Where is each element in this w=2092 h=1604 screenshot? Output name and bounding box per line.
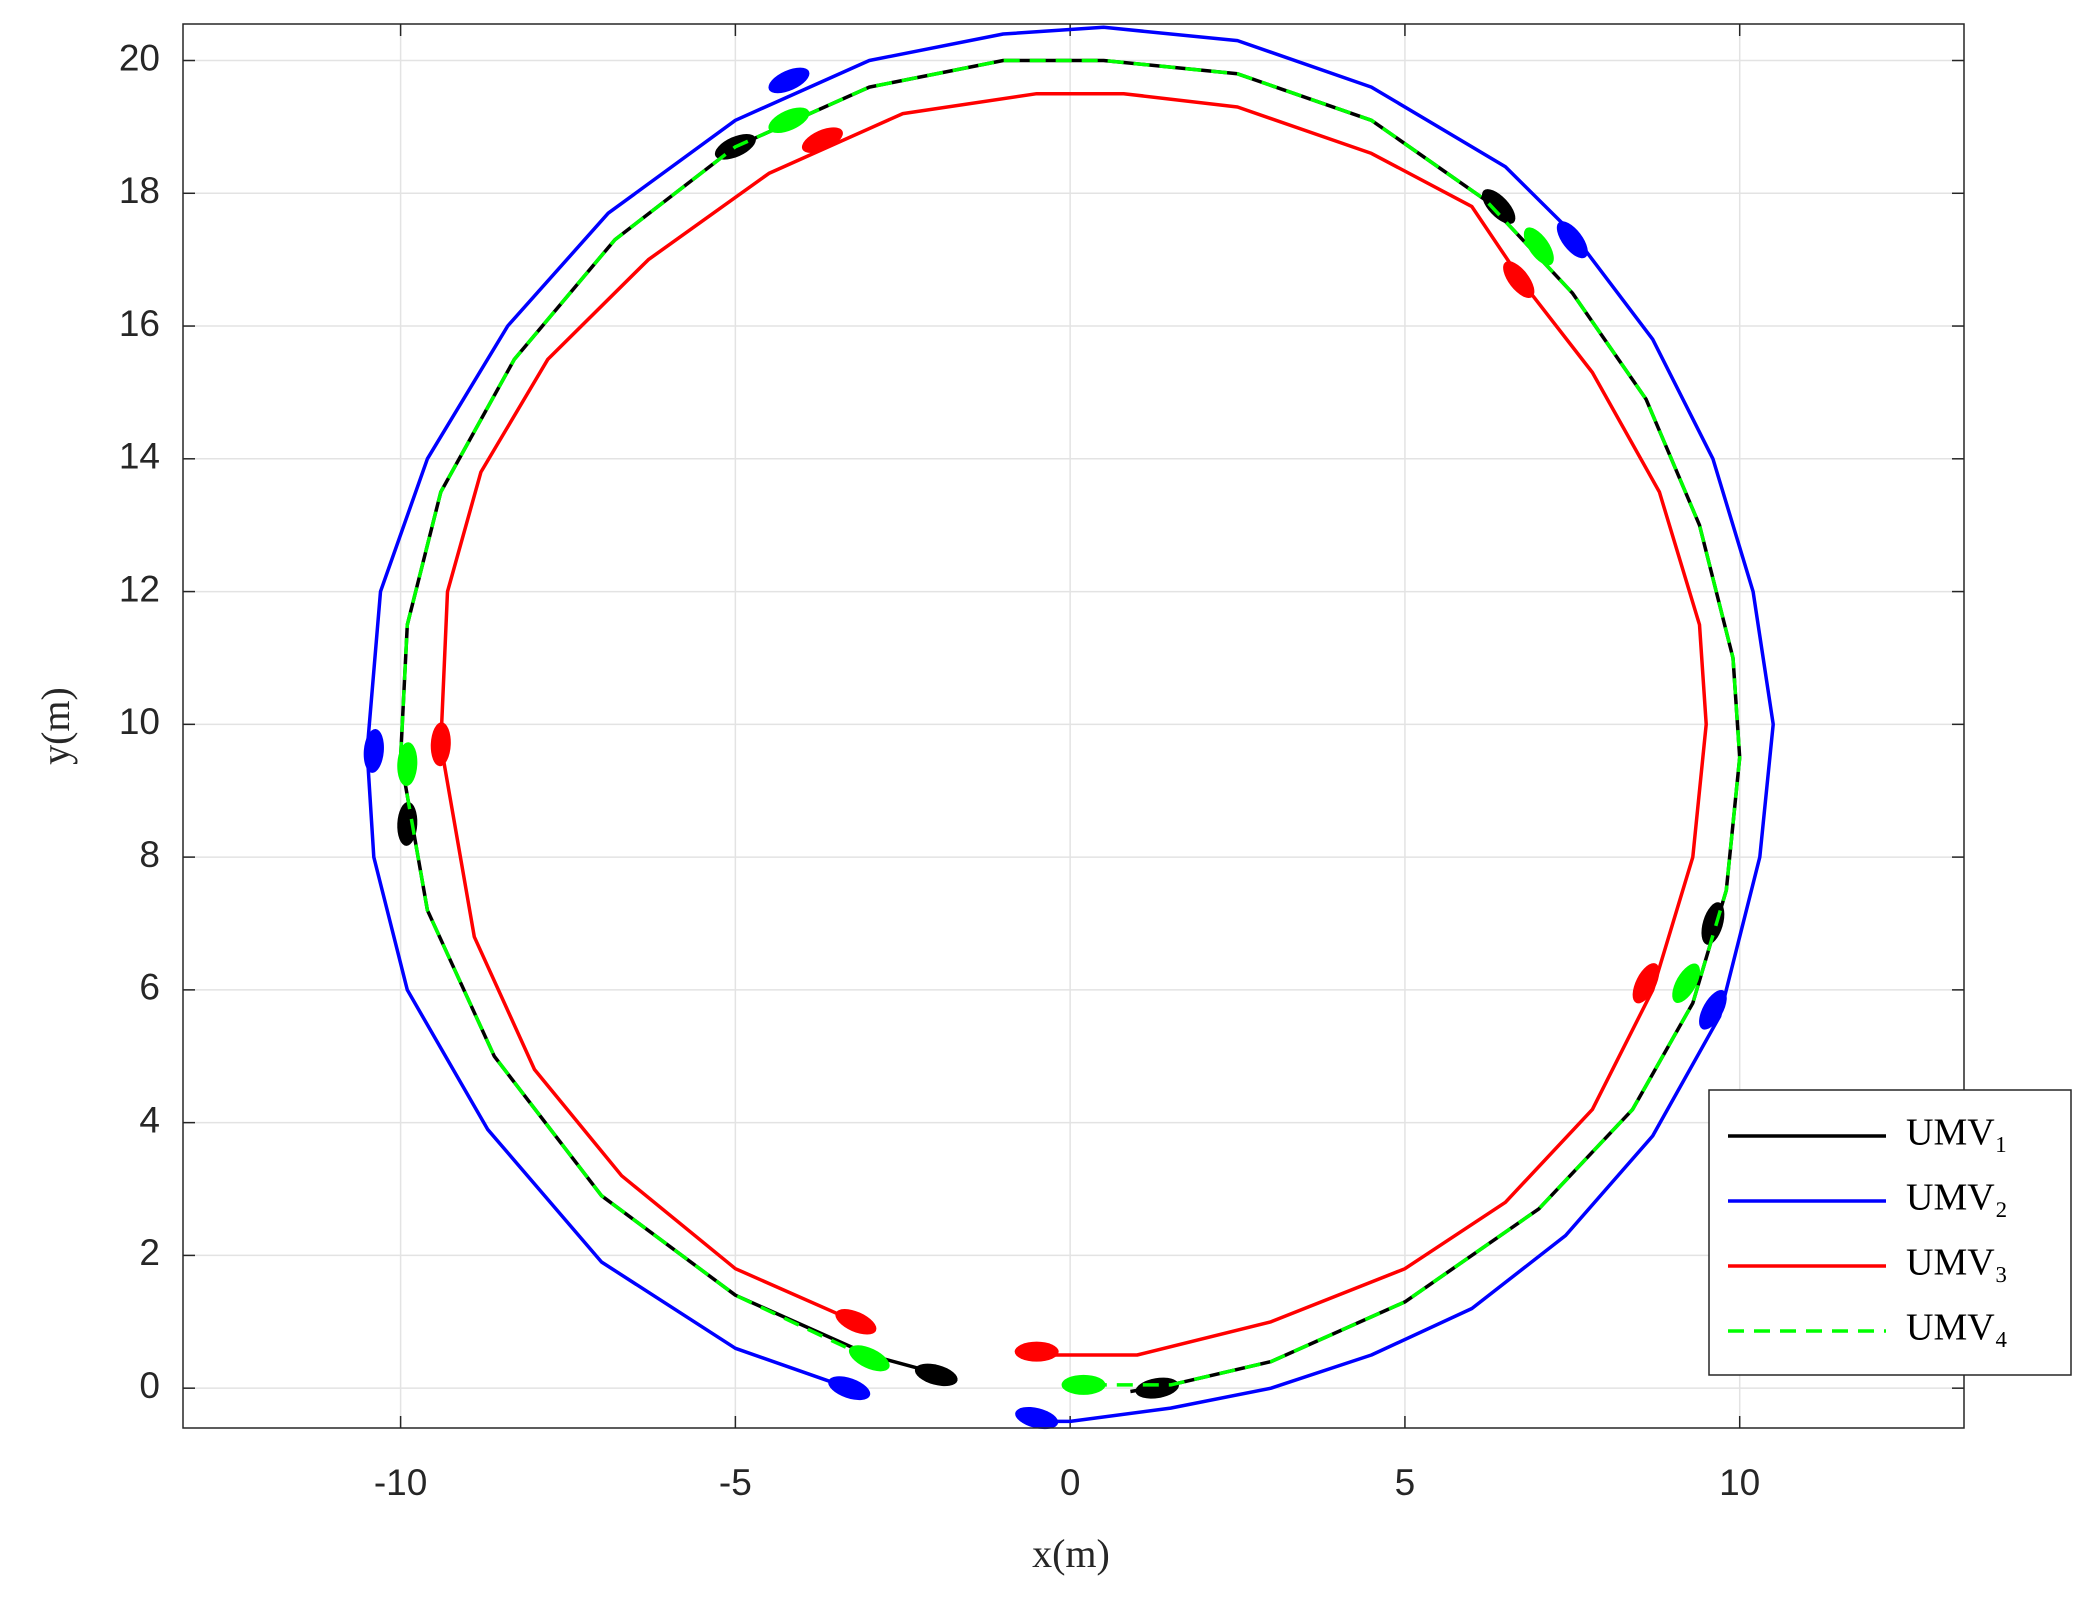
vehicle <box>397 801 418 846</box>
y-tick-label: 10 <box>119 701 160 742</box>
x-tick-label: 10 <box>1719 1462 1760 1503</box>
vehicle <box>768 107 810 134</box>
vehicle <box>848 1345 890 1372</box>
vehicle <box>1061 1374 1106 1395</box>
y-tick-label: 20 <box>119 37 160 78</box>
y-tick-label: 14 <box>119 436 160 477</box>
vehicle <box>801 127 843 153</box>
vehicle <box>430 722 451 767</box>
y-tick-label: 12 <box>119 568 160 609</box>
legend-label: UMV₂ <box>1906 1177 2008 1219</box>
y-tick-label: 8 <box>139 834 160 875</box>
legend-label: UMV₁ <box>1906 1112 2008 1154</box>
y-tick-label: 16 <box>119 303 160 344</box>
vehicle <box>1556 221 1588 259</box>
vehicle <box>1015 1406 1059 1430</box>
vehicle <box>1699 989 1727 1030</box>
plot-area <box>183 24 1964 1428</box>
trajectory <box>365 25 1775 1424</box>
x-tick-label: -5 <box>719 1462 752 1503</box>
vehicle <box>914 1363 958 1387</box>
vehicle <box>1135 1377 1179 1399</box>
vehicle <box>768 67 810 94</box>
x-tick-label: 0 <box>1060 1462 1081 1503</box>
vehicle <box>828 1376 871 1401</box>
x-axis-label: x(m) <box>1032 1531 1110 1576</box>
vehicle <box>1672 963 1701 1003</box>
y-axis-label: y(m) <box>33 687 78 765</box>
y-tick-label: 0 <box>139 1365 160 1406</box>
vehicle <box>363 728 384 773</box>
y-tick-label: 6 <box>139 967 160 1008</box>
vehicle <box>835 1309 877 1335</box>
axes-box <box>182 23 1965 1429</box>
y-tick-label: 18 <box>119 170 160 211</box>
legend: UMV₁ UMV₂ UMV₃ UMV₄ <box>1708 1089 2072 1376</box>
legend-label: UMV₄ <box>1906 1307 2008 1349</box>
y-tick-label: 4 <box>139 1099 160 1140</box>
vehicle <box>1503 261 1535 299</box>
vehicle <box>1632 963 1660 1004</box>
vehicle <box>1481 189 1516 225</box>
vehicle <box>1014 1341 1059 1362</box>
legend-label: UMV₃ <box>1906 1242 2008 1284</box>
x-tick-label: 5 <box>1395 1462 1416 1503</box>
y-tick-label: 2 <box>139 1232 160 1273</box>
vehicle <box>397 742 418 787</box>
trajectory <box>439 91 1708 1357</box>
vehicle <box>1523 227 1554 266</box>
x-tick-label: -10 <box>374 1462 427 1503</box>
